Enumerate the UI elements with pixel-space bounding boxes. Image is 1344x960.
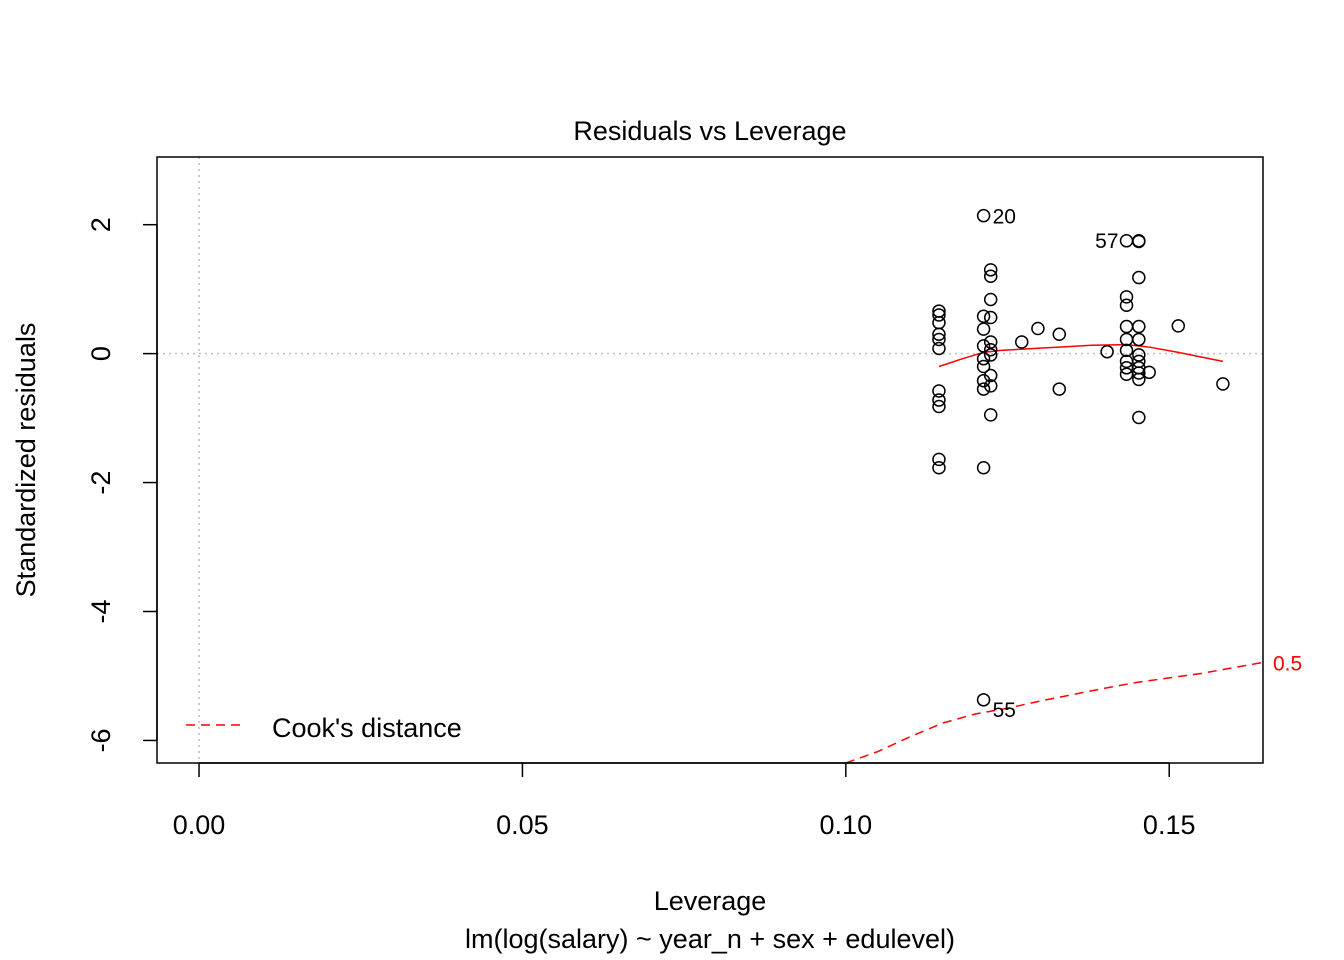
x-tick-label: 0.05 [496, 810, 549, 840]
y-axis: -6 -4 -2 0 2 [86, 217, 158, 752]
data-point [1119, 343, 1134, 358]
data-point [1132, 372, 1146, 387]
data-point [976, 460, 991, 475]
data-point [932, 341, 946, 356]
data-point [976, 309, 991, 323]
data-point [932, 399, 946, 414]
data-point [1132, 270, 1146, 285]
data-point [932, 327, 946, 342]
data-point [983, 292, 998, 307]
chart-title: Residuals vs Leverage [573, 116, 846, 146]
data-point [932, 460, 946, 475]
data-point [983, 348, 998, 362]
smoother-polyline [938, 343, 1224, 368]
data-point [983, 343, 998, 357]
data-point [976, 693, 991, 707]
data-point [1132, 332, 1146, 347]
data-point [983, 269, 998, 284]
data-point [1216, 377, 1230, 391]
point-label: 55 [993, 699, 1016, 722]
data-point [1171, 319, 1186, 333]
data-point [1052, 382, 1067, 396]
data-points [932, 208, 1230, 707]
y-tick-label: -2 [86, 471, 116, 495]
legend: Cook's distance [186, 713, 462, 743]
legend-label: Cook's distance [272, 713, 462, 743]
cooks-distance-line [845, 661, 1264, 764]
point-labels: 20 57 55 [993, 206, 1119, 722]
data-point [976, 339, 991, 353]
data-point [976, 359, 991, 374]
data-point [1031, 321, 1045, 336]
data-point [1132, 410, 1146, 425]
data-point [976, 382, 991, 396]
data-point [976, 352, 991, 366]
y-tick-label: 2 [86, 217, 116, 232]
data-point [1119, 290, 1134, 304]
data-point [932, 452, 946, 467]
data-point [1142, 365, 1156, 380]
point-label: 57 [1095, 230, 1118, 253]
data-point [1132, 348, 1146, 362]
cooks-distance-contour: 0.5 [845, 652, 1302, 764]
data-point [976, 322, 991, 336]
point-label: 20 [993, 206, 1016, 229]
x-tick-label: 0.00 [173, 810, 226, 840]
y-axis-label: Standardized residuals [11, 323, 41, 598]
data-point [932, 384, 946, 398]
data-point [1100, 344, 1114, 359]
data-point [1132, 319, 1146, 334]
x-axis: 0.00 0.05 0.10 0.15 [173, 762, 1196, 840]
data-point [983, 408, 998, 422]
data-point [983, 335, 998, 349]
x-tick-label: 0.10 [820, 810, 873, 840]
data-point [932, 332, 946, 347]
y-tick-label: -6 [86, 728, 116, 752]
cooks-distance-level-label: 0.5 [1273, 652, 1302, 675]
smoother-line [938, 343, 1224, 368]
data-point [1132, 234, 1146, 249]
data-point [983, 310, 998, 325]
x-axis-label: Leverage [654, 886, 767, 916]
data-point [1014, 335, 1029, 349]
data-point [983, 368, 998, 383]
x-tick-label: 0.15 [1143, 810, 1196, 840]
data-point [1119, 298, 1134, 313]
y-tick-label: -4 [86, 599, 116, 623]
data-point [976, 208, 991, 223]
reference-lines [157, 157, 1263, 763]
data-point [932, 393, 946, 407]
data-point [983, 379, 998, 393]
y-tick-label: 0 [86, 346, 116, 361]
model-formula-subtitle: lm(log(salary) ~ year_n + sex + edulevel… [465, 924, 955, 954]
data-point [1132, 366, 1146, 380]
data-point [1052, 327, 1067, 342]
data-point [932, 308, 946, 322]
data-point [983, 263, 998, 277]
